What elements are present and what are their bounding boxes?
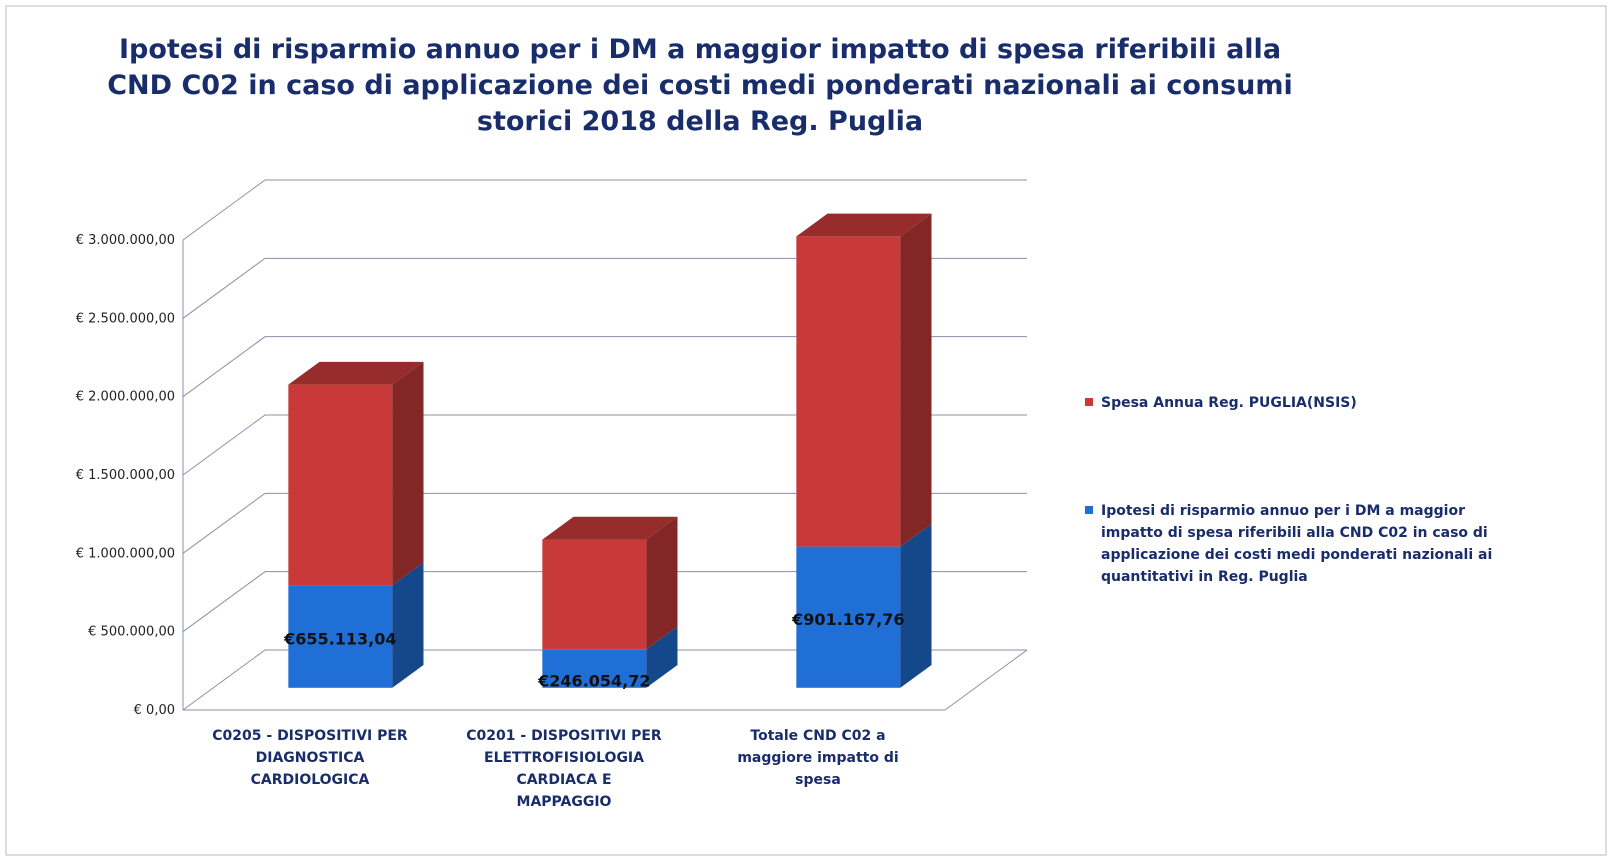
y-tick-label: € 500.000,00 <box>88 625 175 640</box>
grid-line <box>182 414 1027 476</box>
floor-edge <box>944 649 1028 711</box>
data-label: €901.167,76 <box>791 610 904 629</box>
bar-front <box>796 236 901 547</box>
bar-side <box>392 562 424 688</box>
data-label: €246.054,72 <box>537 672 650 691</box>
legend-swatch <box>1085 506 1093 514</box>
bar-top <box>796 213 932 237</box>
bar-front <box>796 546 901 688</box>
bar-top <box>542 516 678 540</box>
bar-front <box>288 585 393 688</box>
bar-side <box>646 516 678 650</box>
legend-swatch <box>1085 398 1093 406</box>
bar-top <box>288 361 424 385</box>
grid-line <box>182 179 1027 241</box>
bar-front <box>542 539 647 650</box>
legend-label: Ipotesi di risparmio annuo per i DM a ma… <box>1101 503 1492 585</box>
bar-side <box>392 361 424 586</box>
legend-label: Spesa Annua Reg. PUGLIA(NSIS) <box>1101 395 1357 411</box>
y-tick-label: € 3.000.000,00 <box>76 233 175 248</box>
data-label: €655.113,04 <box>283 629 396 648</box>
grid-line <box>182 571 1027 633</box>
y-tick-label: € 1.000.000,00 <box>76 546 175 561</box>
bar-front <box>288 384 393 586</box>
y-tick-label: € 0,00 <box>134 703 175 718</box>
y-tick-label: € 2.500.000,00 <box>76 311 175 326</box>
grid-line <box>182 257 1027 319</box>
grid-line <box>182 649 1027 711</box>
x-tick-label: Totale CND C02 a maggiore impatto di spesa <box>737 728 898 788</box>
grid-line <box>182 492 1027 554</box>
bar-front <box>542 649 647 688</box>
y-tick-label: € 1.500.000,00 <box>76 468 175 483</box>
grid-line <box>182 336 1027 398</box>
bar-side <box>900 523 932 688</box>
chart-title: Ipotesi di risparmio annuo per i DM a ma… <box>107 34 1293 137</box>
x-tick-label: C0205 - DISPOSITIVI PER DIAGNOSTICA CARDIO… <box>212 728 408 788</box>
x-tick-label: C0201 - DISPOSITIVI PER ELETTROFISIOLOGIA… <box>466 728 662 810</box>
bar-side <box>646 626 678 688</box>
bar-side <box>900 213 932 547</box>
y-tick-label: € 2.000.000,00 <box>76 390 175 405</box>
